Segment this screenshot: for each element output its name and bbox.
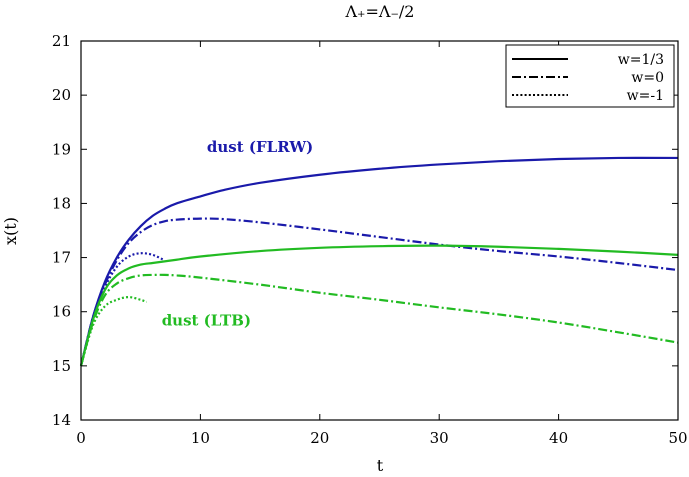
x-tick-label: 50 bbox=[668, 429, 687, 447]
x-tick-label: 30 bbox=[430, 429, 449, 447]
y-tick-label: 18 bbox=[52, 194, 71, 212]
annotations: dust (FLRW) dust (LTB) bbox=[162, 138, 314, 329]
y-tick-label: 21 bbox=[52, 32, 71, 50]
y-tick-label: 20 bbox=[52, 86, 71, 104]
x-tick-label: 40 bbox=[549, 429, 568, 447]
y-tick-label: 16 bbox=[52, 303, 71, 321]
legend-label: w=0 bbox=[631, 70, 664, 86]
legend-label: w=-1 bbox=[627, 88, 664, 104]
series-ltb-dotted bbox=[79, 295, 148, 367]
series-flrw-solid bbox=[79, 156, 679, 367]
annotation-label: dust (FLRW) bbox=[207, 138, 313, 156]
plot-frame bbox=[80, 40, 679, 421]
x-tick-label: 0 bbox=[76, 429, 86, 447]
x-tick-label: 10 bbox=[191, 429, 210, 447]
y-tick-label: 17 bbox=[52, 249, 71, 267]
legend-label: w=1/3 bbox=[618, 52, 664, 68]
y-tick-label: 14 bbox=[52, 411, 71, 429]
chart-title: Λ₊=Λ₋/2 bbox=[345, 2, 415, 21]
annotation-label: dust (LTB) bbox=[162, 311, 251, 329]
legend: w=1/3 w=0 w=-1 bbox=[505, 44, 675, 108]
y-axis-label: x(t) bbox=[1, 217, 20, 245]
series-flrw-dashdot bbox=[79, 217, 679, 367]
y-tick-label: 19 bbox=[52, 140, 71, 158]
series-ltb-dashdot bbox=[79, 273, 679, 367]
axis-ticks: 0 10 20 30 40 50 14 15 16 17 18 19 20 21 bbox=[52, 32, 688, 447]
series-ltb-solid bbox=[79, 244, 679, 367]
x-tick-label: 20 bbox=[310, 429, 329, 447]
y-tick-label: 15 bbox=[52, 357, 71, 375]
plot-series bbox=[79, 156, 679, 367]
x-axis-label: t bbox=[377, 456, 384, 475]
